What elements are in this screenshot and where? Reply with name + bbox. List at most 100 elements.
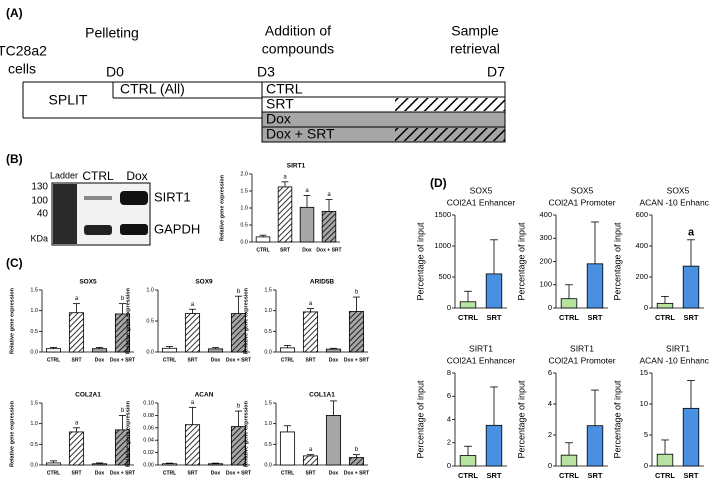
- annotation: a: [688, 227, 695, 239]
- y-tick-label: 1.0: [30, 308, 38, 314]
- y-tick-label: 15: [640, 368, 648, 377]
- y-tick-label: 2.0: [240, 171, 248, 177]
- y-axis-label: Percentage of input: [516, 222, 526, 301]
- bar: [277, 186, 293, 243]
- chart-subtitle: COl2A1 Enhancer: [447, 355, 516, 365]
- bar: [184, 424, 201, 466]
- x-tick-label: SRT: [306, 470, 316, 476]
- bar: [45, 348, 62, 353]
- y-axis-label: Relative gene expression: [9, 287, 15, 354]
- day-label: D7: [487, 64, 505, 80]
- chart-subtitle: COl2A1 Enhancer: [447, 197, 516, 207]
- chart-title: COL1A1: [309, 392, 335, 399]
- x-tick-label: Dox + SRT: [110, 357, 135, 363]
- bar-chart: SIRT1 COl2A1 Promoter Percentage of input 0…: [516, 343, 615, 480]
- x-tick-label: SRT: [487, 471, 502, 480]
- bar: [45, 462, 62, 466]
- annotation: a: [305, 188, 309, 194]
- y-tick-label: 0.5: [264, 442, 272, 448]
- y-tick-label: 400: [635, 241, 648, 250]
- group-label: SRT: [266, 96, 294, 112]
- y-tick-label: 1.0: [146, 287, 154, 293]
- x-tick-label: CTRL: [163, 357, 176, 363]
- annotation: a: [309, 447, 313, 453]
- bar-chart: SOX5 Relative gene expression 0.0 0.5 1.0 1.5…: [9, 279, 135, 364]
- x-tick-label: SRT: [684, 471, 699, 480]
- x-tick-label: CTRL: [559, 471, 579, 480]
- x-tick-label: SRT: [487, 313, 502, 322]
- y-tick-label: 0: [644, 303, 648, 312]
- bar: [230, 313, 247, 353]
- annotation: a: [191, 302, 195, 308]
- protein-label: SIRT1: [154, 189, 191, 204]
- chart-title: ARID5B: [310, 279, 335, 286]
- chart-title: SOX5: [470, 185, 493, 195]
- marker-label: 40: [37, 209, 49, 220]
- annotation: b: [237, 289, 241, 295]
- x-tick-label: SRT: [280, 247, 290, 253]
- x-tick-label: CTRL: [47, 357, 60, 363]
- y-tick-label: 0.06: [143, 425, 154, 431]
- bar: [114, 429, 131, 466]
- bar-chart: SOX5 COl2A1 Enhancer Percentage of input 0 5…: [415, 185, 515, 322]
- protein-label: GAPDH: [154, 221, 200, 236]
- bar: [459, 455, 477, 467]
- start-label: TC28a2: [0, 43, 47, 59]
- y-axis-label: Relative gene expression: [125, 400, 131, 467]
- y-tick-label: 0: [548, 303, 552, 312]
- y-tick-label: 10: [640, 399, 648, 408]
- group-label: Dox + SRT: [266, 126, 335, 142]
- marker-label: 100: [31, 196, 48, 207]
- y-tick-label: 1.5: [264, 287, 272, 293]
- bar: [207, 463, 224, 466]
- x-tick-label: SRT: [588, 471, 603, 480]
- annotation: a: [327, 192, 331, 198]
- bar: [586, 263, 604, 309]
- x-tick-label: Dox: [211, 357, 221, 363]
- x-tick-label: Dox: [95, 357, 105, 363]
- x-tick-label: CTRL: [655, 471, 675, 480]
- bar-chart: SIRT1 Relative gene expression 0.0 0.5 1.0 1.…: [219, 163, 341, 254]
- y-tick-label: 0.0: [146, 349, 154, 355]
- bar: [586, 425, 604, 467]
- chart-title: SIRT1: [287, 163, 306, 170]
- bar: [91, 463, 108, 466]
- y-tick-label: 4: [447, 414, 451, 423]
- annotation: a: [283, 174, 287, 180]
- y-tick-label: 0.5: [30, 329, 38, 335]
- x-tick-label: Dox + SRT: [316, 247, 341, 253]
- bar: [279, 431, 296, 466]
- y-axis-label: Percentage of input: [612, 380, 622, 459]
- group-label: Dox: [266, 111, 291, 127]
- milestone-label: Addition of: [265, 23, 331, 39]
- blot: [51, 182, 151, 246]
- bar-chart: COL2A1 Relative gene expression 0.0 0.5 1.0 1…: [9, 392, 135, 477]
- annotation: b: [237, 404, 241, 410]
- y-tick-label: 5: [644, 430, 648, 439]
- y-tick-label: 500: [438, 272, 451, 281]
- x-tick-label: Dox: [329, 470, 339, 476]
- milestone-label: Sample: [451, 23, 499, 39]
- bar: [230, 426, 247, 466]
- panel-label: (A): [6, 6, 23, 20]
- annotation: a: [75, 420, 79, 426]
- milestone-label: retrieval: [450, 41, 500, 57]
- y-tick-label: 1.0: [264, 421, 272, 427]
- bar-chart: ACAN Relative gene expression 0.00 0.02 0.04…: [125, 392, 251, 477]
- y-axis-label: Relative gene expression: [219, 174, 225, 241]
- x-tick-label: CTRL: [655, 313, 675, 322]
- bar-chart: SOX9 Relative gene expression 0.0 0.5 1.0 CTR…: [125, 279, 251, 364]
- annotation: a: [191, 400, 195, 406]
- bar: [302, 311, 319, 353]
- bar: [255, 236, 271, 243]
- bar-chart: COL1A1 Relative gene expression 0.0 0.5 1.0 1…: [243, 392, 369, 477]
- y-tick-label: 0.5: [30, 442, 38, 448]
- y-tick-label: 1.0: [30, 421, 38, 427]
- x-tick-label: CTRL: [281, 357, 294, 363]
- bar: [68, 431, 85, 466]
- bar-chart: ARID5B Relative gene expression 0.0 0.5 1.0 1…: [243, 279, 369, 364]
- x-tick-label: CTRL: [281, 470, 294, 476]
- y-axis-label: Percentage of input: [415, 380, 425, 459]
- x-tick-label: Dox + SRT: [344, 470, 369, 476]
